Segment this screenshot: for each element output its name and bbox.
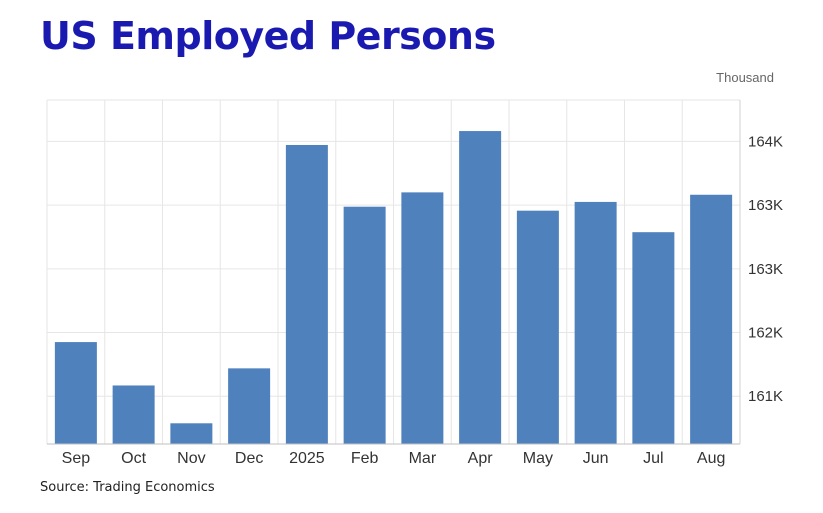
y-axis-labels: 161K 162K 163K 163K 164K (748, 133, 783, 405)
bar-jul[interactable] (632, 232, 675, 444)
bar-2025[interactable] (285, 144, 328, 445)
x-tick-label: Jun (583, 450, 609, 467)
chart-title: US Employed Persons (40, 14, 496, 58)
x-tick-label: May (523, 450, 553, 467)
bar-jun[interactable] (574, 201, 617, 444)
y-tick-label: 163K (748, 197, 783, 214)
y-tick-label: 163K (748, 261, 783, 278)
source-note: Source: Trading Economics (40, 480, 215, 495)
x-tick-label: Jul (643, 450, 663, 467)
x-tick-label: Nov (177, 450, 205, 467)
x-tick-label: Aug (697, 450, 725, 467)
bar-nov[interactable] (170, 423, 213, 444)
y-tick-label: 161K (748, 388, 783, 405)
y-tick-label: 162K (748, 325, 783, 342)
x-tick-label: Sep (62, 450, 91, 467)
bars (54, 131, 733, 445)
x-tick-label: Mar (409, 450, 437, 467)
bar-mar[interactable] (401, 192, 444, 444)
bar-apr[interactable] (459, 131, 502, 445)
x-tick-label: 2025 (289, 450, 325, 467)
bar-sep[interactable] (54, 342, 97, 444)
x-axis-labels: Sep Oct Nov Dec 2025 Feb Mar Apr May Jun Jul Aug (62, 450, 726, 467)
y-tick-label: 164K (748, 133, 783, 150)
bar-may[interactable] (516, 210, 559, 444)
bar-feb[interactable] (343, 206, 386, 444)
x-tick-label: Dec (235, 450, 263, 467)
unit-label: Thousand (716, 70, 774, 85)
x-tick-label: Oct (121, 450, 146, 467)
bar-dec[interactable] (228, 368, 271, 444)
bar-oct[interactable] (112, 385, 155, 444)
x-tick-label: Feb (351, 450, 379, 467)
x-tick-label: Apr (468, 450, 494, 467)
bar-aug[interactable] (690, 194, 733, 444)
